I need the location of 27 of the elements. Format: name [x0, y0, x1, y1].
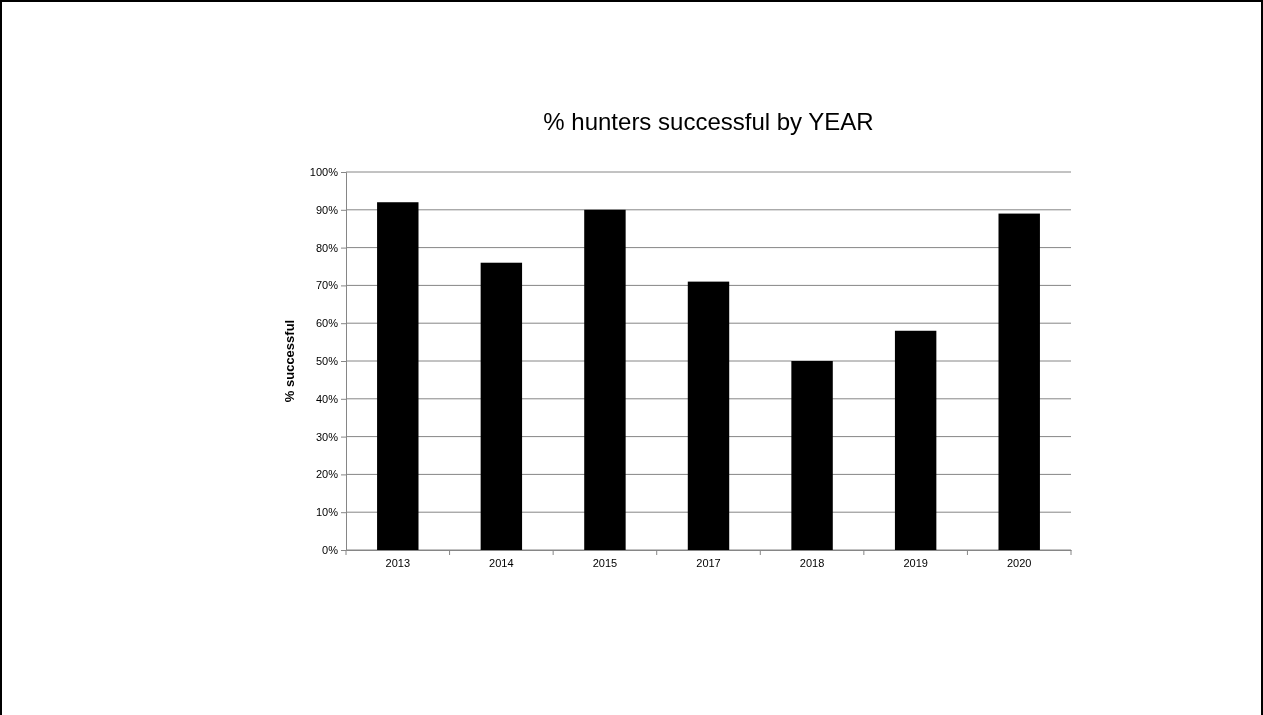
x-tick-label: 2014 — [489, 557, 514, 570]
bar — [377, 202, 419, 550]
x-tick-label: 2017 — [696, 557, 721, 570]
y-tick-label: 10% — [315, 506, 339, 519]
y-tick-label: 80% — [315, 241, 339, 254]
y-axis-title: % successful — [282, 319, 297, 403]
y-tick-label: 30% — [315, 430, 339, 443]
y-tick-label: 40% — [315, 392, 339, 405]
y-tick-label: 70% — [315, 279, 339, 292]
y-tick-label: 0% — [322, 544, 339, 557]
y-tick-label: 90% — [315, 203, 339, 216]
bar — [894, 330, 937, 550]
bar — [584, 209, 626, 550]
bar — [791, 361, 833, 550]
x-tick-label: 2018 — [799, 557, 825, 570]
chart-title: % hunters successful by YEAR — [543, 108, 874, 135]
y-tick-label: 20% — [315, 468, 339, 481]
bar — [687, 281, 730, 550]
bar — [480, 262, 523, 550]
x-tick-label: 2020 — [1006, 557, 1032, 570]
y-tick-label: 50% — [315, 355, 339, 368]
bar — [998, 213, 1040, 550]
x-tick-label: 2015 — [592, 557, 618, 570]
x-tick-label: 2019 — [903, 557, 928, 570]
y-tick-label: 60% — [315, 317, 339, 330]
x-tick-label: 2013 — [385, 557, 411, 570]
y-tick-label: 100% — [309, 166, 339, 179]
